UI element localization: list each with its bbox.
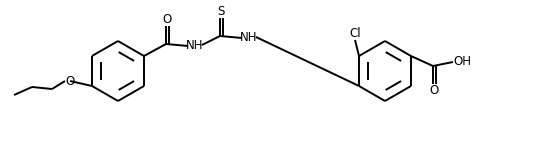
Text: NH: NH	[186, 39, 204, 52]
Text: O: O	[430, 84, 439, 97]
Text: O: O	[65, 75, 75, 88]
Text: NH: NH	[240, 30, 258, 43]
Text: OH: OH	[453, 54, 471, 67]
Text: Cl: Cl	[349, 26, 361, 39]
Text: O: O	[162, 13, 171, 26]
Text: S: S	[217, 4, 225, 17]
